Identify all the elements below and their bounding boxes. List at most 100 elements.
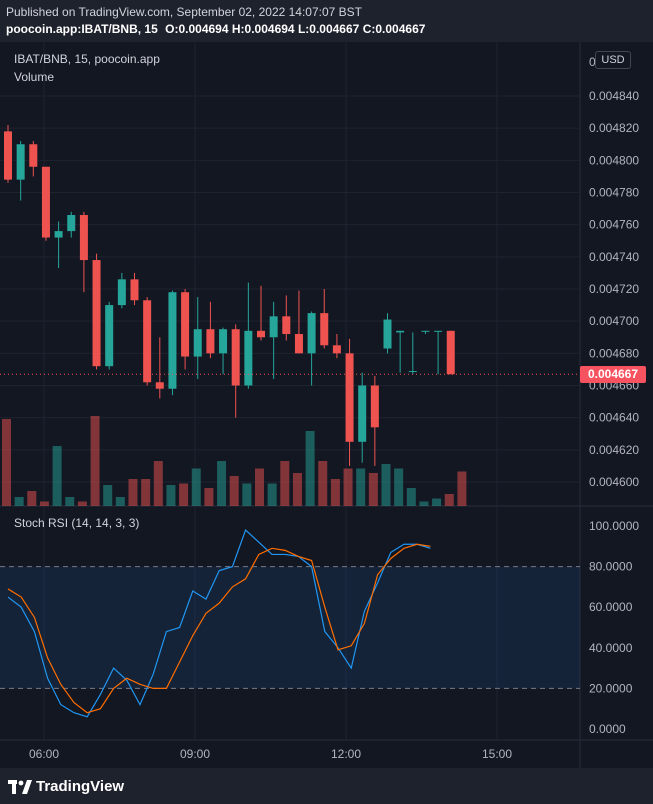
price-tick-label: 0.004700 [589, 314, 639, 328]
rsi-tick-label: 100.0000 [589, 519, 639, 533]
price-tick-label-top: 0 [589, 55, 596, 69]
rsi-tick-label: 0.0000 [589, 722, 626, 736]
volume-bar [292, 473, 302, 506]
currency-button[interactable]: USD [595, 51, 631, 69]
candle-body [294, 334, 303, 354]
rsi-tick-label: 40.0000 [589, 641, 633, 655]
volume-bar [280, 461, 290, 506]
price-tick-label: 0.004720 [589, 282, 639, 296]
volume-bar [419, 501, 429, 506]
candle-body [16, 144, 25, 180]
price-tick-label: 0.004760 [589, 218, 639, 232]
candle-body [244, 330, 253, 386]
stoch-rsi-legend[interactable]: Stoch RSI (14, 14, 3, 3) [14, 516, 140, 530]
volume-bar [103, 485, 113, 506]
main-legend[interactable]: IBAT/BNB, 15, poocoin.app [14, 52, 160, 66]
logo-text: TradingView [36, 778, 125, 795]
candle-body [130, 279, 139, 301]
volume-bars [2, 416, 467, 506]
volume-bar [141, 479, 151, 506]
price-tick-label: 0.004780 [589, 186, 639, 200]
ohlc-high-label: H: [231, 22, 245, 36]
volume-bar [330, 479, 340, 506]
candle-body [143, 300, 152, 383]
symbol-label: poocoin.app:IBAT/BNB, 15 [6, 22, 158, 36]
volume-bar [166, 485, 176, 506]
volume-bar [191, 468, 201, 506]
candle-body [155, 382, 164, 389]
candle-body [117, 279, 126, 306]
volume-bar [27, 491, 37, 506]
candle-body [206, 329, 215, 354]
price-tick-label: 0.004840 [589, 89, 639, 103]
volume-bar [394, 468, 404, 506]
volume-bar [267, 483, 277, 506]
ohlc-open-value: 0.004694 [178, 22, 229, 36]
volume-bar [14, 497, 24, 506]
volume-bar [381, 464, 391, 506]
candle-body [168, 292, 177, 389]
candle-body [29, 144, 38, 167]
ohlc-low-value: 0.004667 [309, 22, 360, 36]
candle-body [4, 131, 12, 180]
volume-bar [2, 419, 11, 506]
volume-bar [343, 468, 353, 506]
ohlc-high-value: 0.004694 [244, 22, 295, 36]
volume-bar [153, 461, 163, 506]
rsi-tick-label: 20.0000 [589, 681, 633, 695]
candle-body [79, 215, 88, 261]
volume-bar [179, 483, 189, 506]
time-tick-label: 09:00 [180, 747, 210, 761]
candle-body [67, 215, 76, 232]
candle-body [219, 329, 228, 354]
volume-bar [217, 461, 227, 506]
tradingview-logo[interactable]: TradingView [8, 778, 124, 795]
candle-body [383, 319, 392, 349]
volume-bar [318, 461, 328, 506]
candle-body [320, 313, 329, 346]
candle-body [105, 305, 114, 367]
volume-bar [128, 479, 138, 506]
candle-body [282, 316, 291, 335]
volume-bar [432, 498, 442, 506]
candle-body [408, 371, 417, 373]
candle-body [434, 330, 443, 332]
volume-legend[interactable]: Volume [14, 70, 55, 84]
ohlc-low-label: L: [297, 22, 310, 36]
volume-bar [444, 494, 454, 506]
candle-body [231, 329, 240, 386]
axes: 0.004840 0.004820 0.004800 0.004780 0.004760… [29, 55, 639, 761]
candle-body [370, 385, 379, 428]
candle-body [307, 313, 316, 354]
rsi-band-fill [0, 566, 580, 689]
candle-body [358, 385, 367, 442]
volume-bar [368, 473, 378, 506]
candle-body [54, 231, 63, 238]
volume-bar [65, 497, 75, 506]
price-tick-label: 0.004640 [589, 411, 639, 425]
ohlc-close-label: C: [362, 22, 376, 36]
published-info: Published on TradingView.com, September … [6, 5, 363, 19]
candle-body [181, 292, 190, 357]
volume-bar [356, 468, 366, 506]
current-price-tag: 0.004667 [580, 366, 646, 383]
rsi-series-d [7, 543, 431, 714]
price-tick-label: 0.004820 [589, 121, 639, 135]
volume-bar [115, 497, 125, 506]
volume-bar [457, 471, 467, 506]
rsi-tick-label: 80.0000 [589, 560, 633, 574]
candle-body [446, 330, 455, 375]
candlesticks[interactable] [0, 124, 580, 466]
tradingview-logo-icon [8, 780, 32, 795]
volume-bar [242, 483, 252, 506]
chart-header: Published on TradingView.com, September … [0, 0, 653, 42]
price-tick-label: 0.004680 [589, 346, 639, 360]
price-chart-canvas[interactable]: 0.004840 0.004820 0.004800 0.004780 0.004760… [0, 42, 653, 768]
time-tick-label: 06:00 [29, 747, 59, 761]
footer-bar [0, 768, 653, 804]
candle-body [41, 166, 50, 238]
volume-bar [406, 488, 416, 506]
candle-body [345, 353, 354, 442]
time-tick-label: 15:00 [482, 747, 512, 761]
symbol-ohlc-line: poocoin.app:IBAT/BNB, 15 O:0.004694 H:0.… [6, 22, 425, 36]
